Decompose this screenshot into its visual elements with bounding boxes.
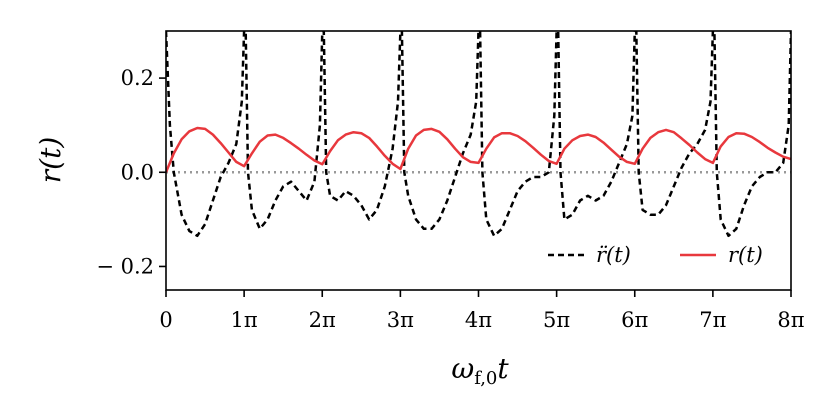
x-tick-label: 4π [465, 308, 492, 332]
y-axis-label: r(t) [34, 137, 67, 183]
series-line-r-ddot [166, 31, 791, 238]
axes: 0 1π 2π 3π 4π 5π 6π 7π 8π 0.2 0.0 − 0.2 [96, 30, 805, 332]
series-line-r [166, 126, 791, 173]
svg-text:ωf,0t: ωf,0t [451, 352, 509, 389]
y-tick-label: 0.0 [121, 160, 154, 184]
x-tick-label: 3π [387, 308, 414, 332]
x-tick-label: 1π [231, 308, 258, 332]
x-tick-label: 5π [543, 308, 570, 332]
legend: r̈(t) r(t) [548, 243, 763, 267]
x-tick-label: 8π [777, 308, 804, 332]
x-tick-label: 6π [621, 308, 648, 332]
plot-content [166, 31, 791, 238]
legend-label-r-ddot: r̈(t) [596, 243, 631, 267]
legend-label-r: r(t) [728, 243, 763, 267]
x-tick-label: 2π [309, 308, 336, 332]
y-tick-label: − 0.2 [96, 254, 154, 278]
x-tick-label: 0 [159, 308, 172, 332]
y-tick-label: 0.2 [121, 66, 154, 90]
x-tick-label: 7π [699, 308, 726, 332]
x-axis-label: ωf,0t [451, 352, 509, 389]
